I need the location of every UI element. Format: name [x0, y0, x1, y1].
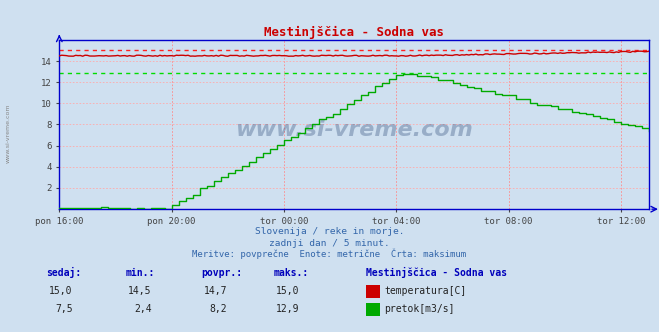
Text: 7,5: 7,5: [55, 304, 72, 314]
Text: povpr.:: povpr.:: [201, 268, 242, 278]
Text: min.:: min.:: [125, 268, 155, 278]
Text: Slovenija / reke in morje.: Slovenija / reke in morje.: [255, 227, 404, 236]
Text: 2,4: 2,4: [134, 304, 152, 314]
Title: Mestinjščica - Sodna vas: Mestinjščica - Sodna vas: [264, 26, 444, 39]
Text: 15,0: 15,0: [276, 286, 300, 296]
Text: zadnji dan / 5 minut.: zadnji dan / 5 minut.: [269, 239, 390, 248]
Text: Mestinjščica - Sodna vas: Mestinjščica - Sodna vas: [366, 267, 507, 278]
Text: pretok[m3/s]: pretok[m3/s]: [384, 304, 455, 314]
Text: maks.:: maks.:: [273, 268, 308, 278]
Text: www.si-vreme.com: www.si-vreme.com: [235, 120, 473, 139]
Text: www.si-vreme.com: www.si-vreme.com: [5, 103, 11, 163]
Text: temperatura[C]: temperatura[C]: [384, 286, 467, 296]
Text: sedaj:: sedaj:: [46, 267, 81, 278]
Text: 14,7: 14,7: [204, 286, 227, 296]
Text: Meritve: povprečne  Enote: metrične  Črta: maksimum: Meritve: povprečne Enote: metrične Črta:…: [192, 249, 467, 259]
Text: 15,0: 15,0: [49, 286, 72, 296]
Text: 8,2: 8,2: [210, 304, 227, 314]
Text: 14,5: 14,5: [128, 286, 152, 296]
Text: 12,9: 12,9: [276, 304, 300, 314]
